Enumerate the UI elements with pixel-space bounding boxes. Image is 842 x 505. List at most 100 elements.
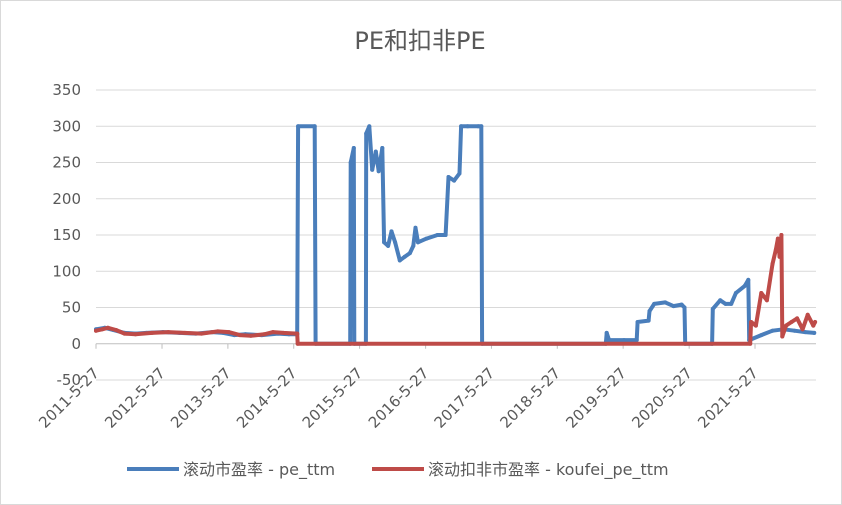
x-tick-label: 2021-5-27 (694, 364, 762, 432)
data-point (166, 330, 171, 335)
data-point (770, 262, 775, 266)
data-point (647, 309, 652, 314)
data-point (312, 124, 317, 129)
data-point (671, 304, 676, 309)
y-tick-label: 200 (52, 190, 81, 208)
data-point (646, 318, 651, 323)
data-point (800, 327, 805, 332)
data-point (775, 236, 780, 241)
data-point (215, 329, 220, 334)
x-tick-label: 2012-5-27 (101, 364, 169, 432)
x-axis: 2011-5-272012-5-272013-5-272014-5-272015… (35, 343, 816, 432)
data-point (248, 333, 253, 338)
data-point (393, 240, 398, 245)
data-point (373, 149, 378, 154)
data-point (149, 330, 154, 335)
data-point (682, 305, 687, 310)
data-point (226, 330, 231, 335)
data-point (452, 178, 457, 183)
data-point (718, 298, 723, 303)
data-point (634, 338, 639, 343)
data-point (296, 124, 301, 129)
data-point (376, 169, 381, 174)
x-tick-label: 2015-5-27 (299, 364, 367, 432)
data-point (348, 160, 353, 165)
data-point (370, 167, 375, 172)
data-point (281, 330, 286, 335)
data-point (805, 312, 810, 317)
data-point (271, 330, 275, 335)
legend-label: 滚动市盈率 - pe_ttm (183, 460, 335, 480)
x-tick-label: 2020-5-27 (628, 364, 696, 432)
data-point (753, 323, 758, 328)
data-point (622, 338, 626, 343)
data-point (295, 341, 300, 346)
data-point (380, 146, 385, 150)
data-point (604, 330, 609, 335)
y-tick-label: 250 (52, 154, 81, 172)
data-point (746, 277, 751, 282)
data-point (364, 131, 369, 136)
y-tick-label: 0 (71, 335, 81, 353)
data-point (663, 300, 668, 305)
data-point (351, 146, 356, 150)
data-point (411, 243, 416, 248)
data-point (389, 229, 394, 234)
data-point (789, 320, 794, 324)
series-2 (94, 233, 818, 346)
data-point (652, 301, 657, 306)
data-point (386, 243, 391, 248)
data-point (199, 331, 204, 336)
y-tick-label: -50 (57, 371, 82, 389)
data-point (780, 334, 785, 339)
data-point (723, 301, 728, 306)
y-tick-label: 50 (62, 299, 81, 317)
data-point (813, 320, 818, 324)
data-point (748, 341, 753, 346)
data-point (367, 124, 372, 129)
y-axis-ticks: -50 0 50 100 150 200 250 300 350 (52, 81, 81, 389)
data-point (779, 233, 784, 237)
y-tick-label: 150 (52, 226, 81, 244)
data-point (803, 330, 808, 335)
x-tick-label: 2019-5-27 (562, 364, 630, 432)
data-point (382, 240, 387, 245)
data-point (295, 331, 300, 336)
data-point (457, 171, 462, 176)
series-layer (94, 124, 818, 346)
data-point (413, 225, 418, 230)
data-point (784, 323, 789, 328)
data-point (792, 328, 797, 333)
data-point (459, 124, 464, 129)
x-tick-label: 2014-5-27 (233, 364, 301, 432)
data-point (729, 301, 734, 306)
y-tick-label: 300 (52, 117, 81, 135)
data-point (397, 258, 402, 263)
x-tick-label: 2016-5-27 (365, 364, 433, 432)
y-tick-label: 100 (52, 262, 81, 280)
data-point (749, 320, 754, 324)
gridlines (96, 89, 816, 381)
data-point (764, 298, 769, 303)
data-point (465, 124, 470, 129)
series-line (94, 233, 818, 346)
data-point (182, 330, 187, 335)
data-point (133, 332, 138, 337)
legend-label: 滚动扣非市盈率 - koufei_pe_ttm (428, 460, 669, 480)
y-tick-label: 350 (52, 81, 81, 99)
data-point (402, 254, 407, 259)
data-point (811, 323, 816, 328)
data-point (479, 124, 484, 129)
data-point (424, 236, 429, 241)
data-point (416, 240, 420, 245)
data-point (742, 283, 747, 288)
data-point (710, 306, 715, 311)
data-point (94, 328, 98, 333)
data-point (770, 328, 775, 333)
data-point (777, 254, 782, 259)
data-point (122, 331, 127, 336)
data-point (812, 330, 817, 335)
data-point (100, 327, 105, 332)
